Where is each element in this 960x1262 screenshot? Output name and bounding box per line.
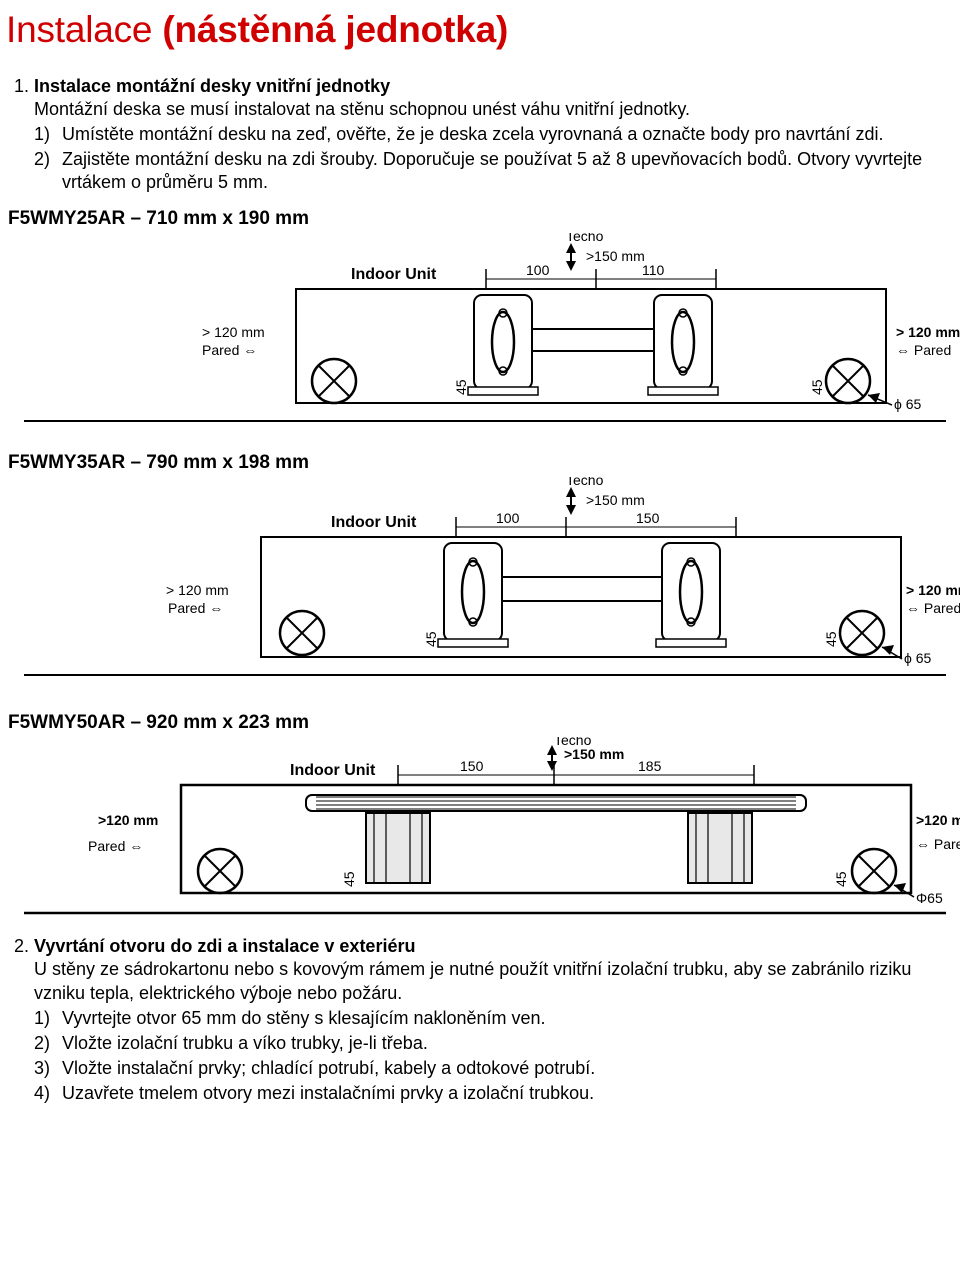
dim-b-right: 150 [636,510,660,526]
section-2: Vyvrtání otvoru do zdi a instalace v ext… [34,935,960,1104]
s2-step-1: 1)Vyvrtejte otvor 65 mm do stěny s klesa… [34,1007,960,1030]
diagram-c: Techo >150 mm Indoor Unit 150 185 [6,737,960,927]
svg-text:>150 mm: >150 mm [564,746,624,762]
techo-label: Techo [566,233,604,244]
dim-c-right: 185 [638,758,662,774]
svg-text:ϕ 65: ϕ 65 [904,650,932,666]
dim-a-left: 100 [526,262,550,278]
svg-text:>120 mm: >120 mm [98,812,158,828]
svg-text:⇔ Pared: ⇔ Pared [906,600,960,616]
diagram-b: Techo >150 mm Indoor Unit 100 150 [6,477,960,687]
gt120-a-l: > 120 mm [202,324,265,340]
svg-text:45: 45 [453,379,469,395]
model-a: F5WMY25AR – 710 mm x 190 mm [8,207,960,231]
s1-step-1: 1)Umístěte montážní desku na zeď, ověřte… [34,123,960,146]
dim-c-left: 150 [460,758,484,774]
phi65-a: ϕ 65 [894,396,922,412]
model-c: F5WMY50AR – 920 mm x 223 mm [8,711,960,735]
s2-step-4: 4)Uzavřete tmelem otvory mezi instalační… [34,1082,960,1105]
section-list: Instalace montážní desky vnitřní jednotk… [34,75,960,194]
svg-text:⇔ Pared: ⇔ Pared [916,836,960,852]
svg-text:Techo: Techo [566,477,604,488]
gt120-a-r: > 120 mm [896,324,960,340]
section-2-intro: U stěny ze sádrokartonu nebo s kovovým r… [34,959,911,1002]
section-1: Instalace montážní desky vnitřní jednotk… [34,75,960,194]
svg-text:⇔ Pared: ⇔ Pared [896,342,951,358]
dim-b-left: 100 [496,510,520,526]
section-list-2: Vyvrtání otvoru do zdi a instalace v ext… [34,935,960,1104]
title-plain: Instalace [6,9,162,50]
section-2-steps: 1)Vyvrtejte otvor 65 mm do stěny s klesa… [34,1007,960,1105]
svg-text:Pared ⇔: Pared ⇔ [168,600,223,616]
s1-step-2: 2)Zajistěte montážní desku na zdi šrouby… [34,148,960,194]
svg-text:>150 mm: >150 mm [586,492,645,508]
svg-text:Indoor Unit: Indoor Unit [331,514,417,531]
svg-text:> 120 mm: > 120 mm [906,582,960,598]
svg-text:45: 45 [809,379,825,395]
svg-text:> 120 mm: > 120 mm [166,582,229,598]
svg-text:45: 45 [823,631,839,647]
s2-step-3: 3)Vložte instalační prvky; chladící potr… [34,1057,960,1080]
svg-text:45: 45 [833,872,849,888]
svg-text:Pared ⇔: Pared ⇔ [202,342,257,358]
indoor-unit-a: Indoor Unit [351,266,437,283]
section-2-title: Vyvrtání otvoru do zdi a instalace v ext… [34,936,415,956]
svg-text:Pared ⇔: Pared ⇔ [88,838,143,854]
diagram-a: Techo >150 mm Indoor Unit 100 110 [6,233,960,433]
dim-a-right: 110 [642,262,665,278]
section-1-title: Instalace montážní desky vnitřní jednotk… [34,76,390,96]
title-bold: (nástěnná jednotka) [162,9,508,50]
page-title: Instalace (nástěnná jednotka) [6,6,960,53]
model-b: F5WMY35AR – 790 mm x 198 mm [8,451,960,475]
svg-text:45: 45 [341,872,357,888]
svg-text:Φ65: Φ65 [916,890,943,906]
s2-step-2: 2)Vložte izolační trubku a víko trubky, … [34,1032,960,1055]
gt150-a: >150 mm [586,248,645,264]
svg-text:45: 45 [423,631,439,647]
diagrams-block: F5WMY25AR – 710 mm x 190 mm Techo >150 m… [6,207,960,928]
section-1-steps: 1)Umístěte montážní desku na zeď, ověřte… [34,123,960,194]
svg-text:>120 mm: >120 mm [916,812,960,828]
svg-text:Indoor Unit: Indoor Unit [290,762,376,779]
section-1-intro: Montážní deska se musí instalovat na stě… [34,99,690,119]
